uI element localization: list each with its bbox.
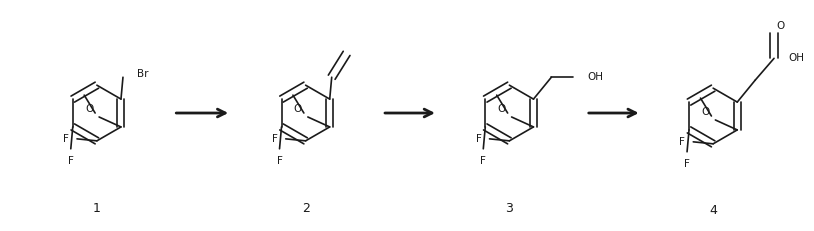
Text: 2: 2 <box>302 202 309 215</box>
Text: F: F <box>680 137 685 147</box>
Text: Br: Br <box>137 69 148 79</box>
Text: 3: 3 <box>505 202 514 215</box>
Text: 1: 1 <box>93 202 101 215</box>
Text: O: O <box>776 21 784 30</box>
Text: O: O <box>702 107 710 117</box>
Text: 4: 4 <box>709 204 717 217</box>
Text: O: O <box>85 104 94 114</box>
Text: F: F <box>684 159 690 169</box>
Text: F: F <box>68 156 74 166</box>
Text: OH: OH <box>587 72 603 82</box>
Text: F: F <box>277 156 282 166</box>
Text: O: O <box>294 104 302 114</box>
Text: OH: OH <box>788 53 804 63</box>
Text: F: F <box>475 134 482 144</box>
Text: F: F <box>63 134 69 144</box>
Text: O: O <box>497 104 505 114</box>
Text: F: F <box>480 156 486 166</box>
Text: F: F <box>272 134 278 144</box>
